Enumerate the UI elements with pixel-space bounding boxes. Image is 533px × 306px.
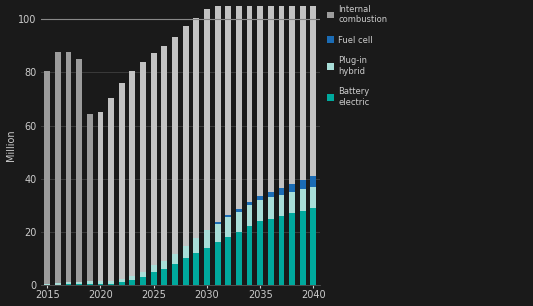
Bar	[172, 264, 178, 285]
Bar	[151, 265, 157, 272]
Bar	[236, 0, 242, 209]
Bar	[172, 254, 178, 264]
Bar	[215, 5, 221, 222]
Bar	[215, 242, 221, 285]
Bar	[279, 0, 285, 188]
Bar	[151, 53, 157, 265]
Bar	[247, 202, 253, 205]
Bar	[268, 197, 274, 218]
Bar	[55, 52, 61, 283]
Bar	[247, 226, 253, 285]
Bar	[310, 0, 316, 176]
Bar	[257, 196, 263, 200]
Bar	[151, 272, 157, 285]
Bar	[76, 284, 82, 285]
Bar	[140, 272, 146, 277]
Bar	[289, 213, 295, 285]
Bar	[268, 218, 274, 285]
Bar	[130, 280, 135, 285]
Bar	[204, 9, 210, 230]
Bar	[66, 51, 71, 282]
Bar	[119, 279, 125, 282]
Bar	[108, 98, 114, 281]
Bar	[225, 237, 231, 285]
Bar	[161, 269, 167, 285]
Bar	[98, 284, 103, 285]
Legend: Internal
combustion, Fuel cell, Plug-in
hybrid, Battery
electric: Internal combustion, Fuel cell, Plug-in …	[327, 5, 387, 107]
Bar	[300, 0, 305, 180]
Bar	[76, 282, 82, 284]
Bar	[236, 232, 242, 285]
Bar	[215, 224, 221, 242]
Bar	[204, 248, 210, 285]
Bar	[119, 282, 125, 285]
Bar	[130, 71, 135, 276]
Bar	[183, 258, 189, 285]
Bar	[279, 195, 285, 216]
Bar	[310, 208, 316, 285]
Bar	[279, 216, 285, 285]
Bar	[310, 176, 316, 187]
Bar	[108, 284, 114, 285]
Bar	[289, 192, 295, 213]
Bar	[87, 284, 93, 285]
Bar	[215, 222, 221, 224]
Bar	[225, 0, 231, 215]
Bar	[257, 221, 263, 285]
Bar	[300, 211, 305, 285]
Bar	[193, 18, 199, 238]
Bar	[44, 71, 50, 284]
Bar	[108, 281, 114, 284]
Bar	[204, 230, 210, 248]
Bar	[130, 276, 135, 280]
Bar	[310, 187, 316, 208]
Bar	[225, 217, 231, 237]
Bar	[289, 0, 295, 184]
Bar	[140, 277, 146, 285]
Bar	[119, 83, 125, 279]
Bar	[66, 284, 71, 285]
Bar	[87, 282, 93, 284]
Bar	[76, 59, 82, 282]
Bar	[183, 246, 189, 258]
Bar	[140, 62, 146, 272]
Bar	[236, 212, 242, 232]
Bar	[247, 205, 253, 226]
Bar	[98, 111, 103, 282]
Bar	[193, 253, 199, 285]
Bar	[268, 0, 274, 192]
Bar	[44, 284, 50, 285]
Bar	[66, 282, 71, 284]
Bar	[172, 37, 178, 254]
Bar	[236, 209, 242, 212]
Bar	[87, 114, 93, 282]
Bar	[289, 184, 295, 192]
Bar	[257, 0, 263, 196]
Bar	[98, 282, 103, 284]
Bar	[279, 188, 285, 195]
Bar	[183, 26, 189, 246]
Bar	[161, 261, 167, 269]
Bar	[300, 180, 305, 189]
Bar	[193, 238, 199, 253]
Y-axis label: Million: Million	[5, 130, 15, 161]
Bar	[247, 0, 253, 202]
Bar	[257, 200, 263, 221]
Bar	[268, 192, 274, 197]
Bar	[300, 189, 305, 211]
Bar	[225, 215, 231, 217]
Bar	[55, 283, 61, 285]
Bar	[161, 46, 167, 261]
